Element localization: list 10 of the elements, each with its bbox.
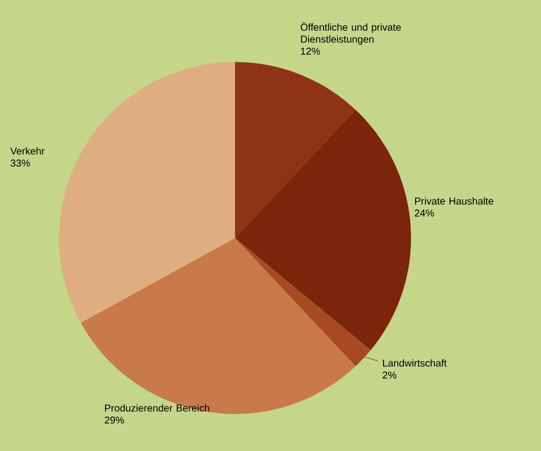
slice-label: Landwirtschaft — [383, 359, 447, 367]
data-label: 33% — [10, 160, 30, 167]
data-label: 12% — [301, 48, 320, 55]
slice-label: Private Haushalte — [415, 197, 494, 205]
slice-label: Produzierender Bereich — [105, 404, 210, 412]
slice-label: Verkehr — [10, 147, 45, 155]
slice-label: Öffentliche und private Dienstleistungen — [300, 22, 401, 45]
data-label: 29% — [104, 416, 124, 424]
data-label: 24% — [414, 210, 434, 217]
data-label: 2% — [382, 372, 396, 379]
